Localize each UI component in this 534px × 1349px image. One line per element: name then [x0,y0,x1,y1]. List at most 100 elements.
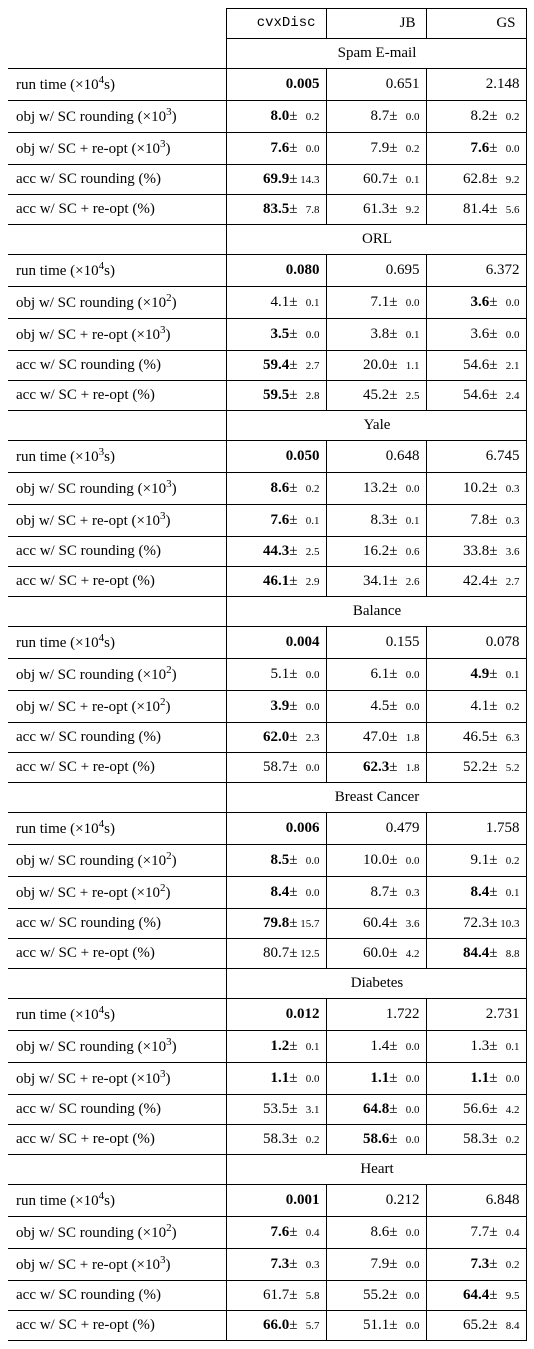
cell: 33.8±3.6 [426,537,526,567]
cell: 0.001 [226,1185,326,1217]
cell: 56.6±4.2 [426,1095,526,1125]
table-row: obj w/ SC rounding (×103)8.6±0.213.2±0.0… [8,473,526,505]
cell: 62.0±2.3 [226,723,326,753]
cell: 10.0±0.0 [326,845,426,877]
row-label: obj w/ SC rounding (×102) [8,287,226,319]
blank-header [8,9,226,39]
cell: 66.0±5.7 [226,1311,326,1341]
cell: 7.8±0.3 [426,505,526,537]
cell: 10.2±0.3 [426,473,526,505]
table-row: obj w/ SC + re-opt (×103)1.1±0.01.1±0.01… [8,1063,526,1095]
cell: 54.6±2.1 [426,351,526,381]
table-row: acc w/ SC + re-opt (%)58.3±0.258.6±0.058… [8,1125,526,1155]
table-row: acc w/ SC rounding (%)44.3±2.516.2±0.633… [8,537,526,567]
cell: 0.651 [326,69,426,101]
cell: 58.3±0.2 [226,1125,326,1155]
section-blank [8,39,226,69]
cell: 83.5±7.8 [226,195,326,225]
table-row: obj w/ SC + re-opt (×102)3.9±0.04.5±0.04… [8,691,526,723]
cell: 0.479 [326,813,426,845]
table-row: acc w/ SC rounding (%)53.5±3.164.8±0.056… [8,1095,526,1125]
cell: 1.2±0.1 [226,1031,326,1063]
row-label: obj w/ SC + re-opt (×102) [8,877,226,909]
section-row: Heart [8,1155,526,1185]
cell: 62.8±9.2 [426,165,526,195]
cell: 81.4±5.6 [426,195,526,225]
cell: 0.006 [226,813,326,845]
cell: 8.3±0.1 [326,505,426,537]
cell: 7.3±0.3 [226,1249,326,1281]
cell: 3.6±0.0 [426,319,526,351]
table-row: acc w/ SC rounding (%)59.4±2.720.0±1.154… [8,351,526,381]
section-title: Heart [226,1155,526,1185]
table-row: acc w/ SC rounding (%)79.8±15.760.4±3.67… [8,909,526,939]
table-row: run time (×104s)0.0060.4791.758 [8,813,526,845]
cell: 16.2±0.6 [326,537,426,567]
cell: 8.4±0.0 [226,877,326,909]
table-row: acc w/ SC + re-opt (%)83.5±7.861.3±9.281… [8,195,526,225]
table-row: obj w/ SC + re-opt (×103)7.6±0.07.9±0.27… [8,133,526,165]
table-row: run time (×103s)0.0500.6486.745 [8,441,526,473]
cell: 62.3±1.8 [326,753,426,783]
cell: 58.6±0.0 [326,1125,426,1155]
row-label: acc w/ SC + re-opt (%) [8,939,226,969]
row-label: run time (×103s) [8,441,226,473]
cell: 7.6±0.1 [226,505,326,537]
cell: 55.2±0.0 [326,1281,426,1311]
table-row: run time (×104s)0.0040.1550.078 [8,627,526,659]
row-label: acc w/ SC + re-opt (%) [8,567,226,597]
section-blank [8,783,226,813]
cell: 58.7±0.0 [226,753,326,783]
section-title: Breast Cancer [226,783,526,813]
row-label: obj w/ SC + re-opt (×103) [8,133,226,165]
cell: 53.5±3.1 [226,1095,326,1125]
table-row: obj w/ SC rounding (×102)8.5±0.010.0±0.0… [8,845,526,877]
cell: 5.1±0.0 [226,659,326,691]
cell: 72.3±10.3 [426,909,526,939]
row-label: obj w/ SC rounding (×102) [8,659,226,691]
row-label: acc w/ SC rounding (%) [8,537,226,567]
cell: 45.2±2.5 [326,381,426,411]
cell: 0.648 [326,441,426,473]
section-title: Yale [226,411,526,441]
cell: 0.695 [326,255,426,287]
row-label: run time (×104s) [8,255,226,287]
table-row: obj w/ SC + re-opt (×102)8.4±0.08.7±0.38… [8,877,526,909]
row-label: run time (×104s) [8,627,226,659]
row-label: obj w/ SC rounding (×103) [8,101,226,133]
table-row: acc w/ SC + re-opt (%)58.7±0.062.3±1.852… [8,753,526,783]
cell: 58.3±0.2 [426,1125,526,1155]
section-row: ORL [8,225,526,255]
cell: 2.148 [426,69,526,101]
cell: 44.3±2.5 [226,537,326,567]
cell: 8.6±0.0 [326,1217,426,1249]
row-label: acc w/ SC + re-opt (%) [8,1311,226,1341]
cell: 69.9±14.3 [226,165,326,195]
cell: 7.3±0.2 [426,1249,526,1281]
table-row: obj w/ SC + re-opt (×103)3.5±0.03.8±0.13… [8,319,526,351]
row-label: acc w/ SC rounding (%) [8,165,226,195]
row-label: acc w/ SC rounding (%) [8,909,226,939]
cell: 64.4±9.5 [426,1281,526,1311]
cell: 79.8±15.7 [226,909,326,939]
table-row: acc w/ SC + re-opt (%)80.7±12.560.0±4.28… [8,939,526,969]
cell: 6.372 [426,255,526,287]
table-row: acc w/ SC rounding (%)61.7±5.855.2±0.064… [8,1281,526,1311]
cell: 54.6±2.4 [426,381,526,411]
cell: 51.1±0.0 [326,1311,426,1341]
header-row: cvxDiscJBGS [8,9,526,39]
cell: 3.8±0.1 [326,319,426,351]
row-label: acc w/ SC + re-opt (%) [8,1125,226,1155]
row-label: run time (×104s) [8,813,226,845]
cell: 0.080 [226,255,326,287]
cell: 7.7±0.4 [426,1217,526,1249]
cell: 4.1±0.1 [226,287,326,319]
cell: 3.6±0.0 [426,287,526,319]
cell: 0.050 [226,441,326,473]
table-row: acc w/ SC + re-opt (%)46.1±2.934.1±2.642… [8,567,526,597]
cell: 4.5±0.0 [326,691,426,723]
cell: 0.005 [226,69,326,101]
table-row: acc w/ SC rounding (%)62.0±2.347.0±1.846… [8,723,526,753]
section-blank [8,225,226,255]
cell: 4.1±0.2 [426,691,526,723]
